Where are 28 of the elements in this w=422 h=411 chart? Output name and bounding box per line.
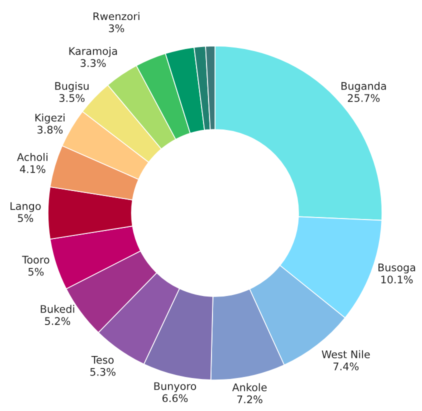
data-label: 5.3% — [90, 368, 116, 376]
slice-label: Bunyoro — [154, 382, 196, 392]
data-label: 10.1% — [381, 276, 413, 284]
slice-label: Kigezi — [35, 114, 65, 124]
slice-label: Rwenzori — [94, 12, 140, 20]
data-label: 4.1% — [20, 165, 46, 174]
slice-label: Lango — [10, 202, 41, 212]
data-label: 5.2% — [45, 317, 70, 326]
data-label: 3.3% — [80, 59, 106, 68]
data-label: 3.8% — [38, 126, 63, 134]
slice-label: Acholi — [17, 152, 48, 162]
data-label: 3.5% — [59, 94, 85, 102]
slice-label: Ankole — [232, 383, 267, 392]
slice-label: Bugisu — [55, 82, 89, 92]
data-label: 6.6% — [162, 394, 188, 402]
slice-label: Teso — [91, 356, 114, 364]
slice-label: Karamoja — [69, 46, 117, 57]
data-label: 3% — [108, 24, 124, 32]
data-label: 25.7% — [348, 94, 380, 102]
data-label: 7.4% — [334, 362, 359, 370]
data-label: 5% — [18, 214, 34, 222]
data-label: 5% — [28, 268, 44, 276]
slice-label: West Nile — [322, 350, 370, 358]
slice-label: Tooro — [22, 256, 50, 264]
data-label: 7.2% — [237, 395, 262, 404]
slice-label: Bukedi — [40, 304, 74, 313]
slice-label: Buganda — [342, 82, 386, 92]
slice-label: Busoga — [378, 264, 416, 274]
